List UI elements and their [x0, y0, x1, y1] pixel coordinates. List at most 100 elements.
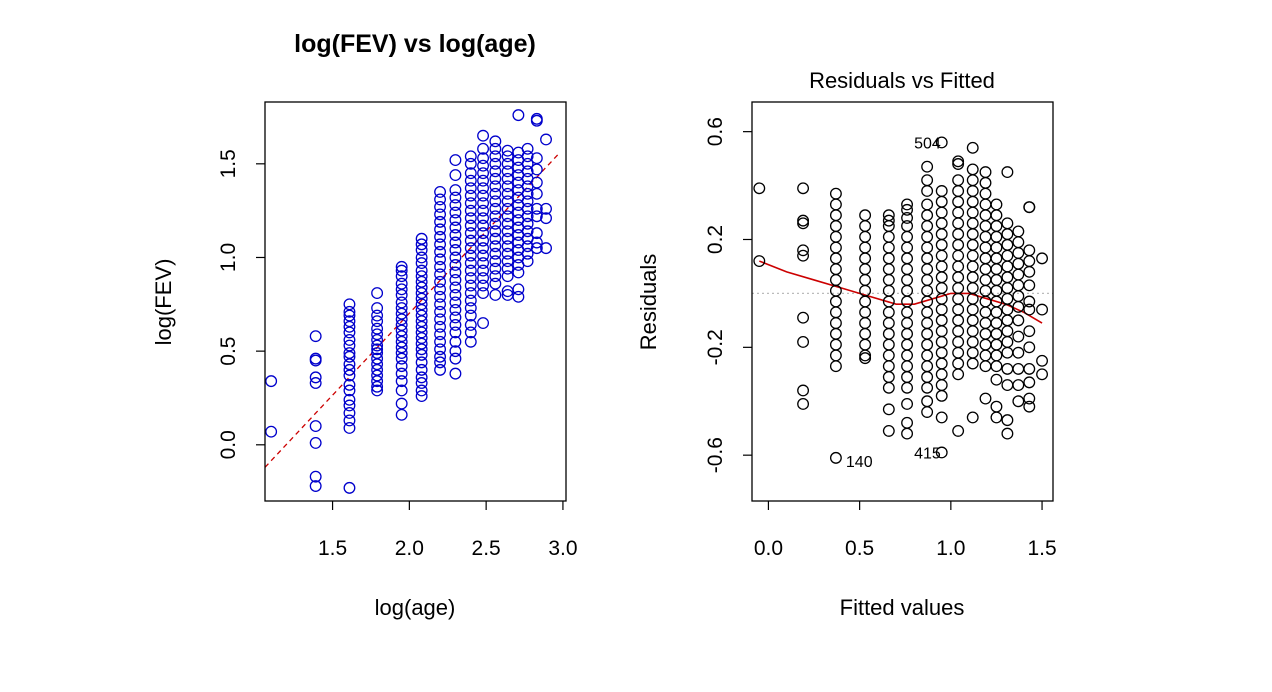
data-point [464, 234, 477, 247]
left-x-label: log(age) [375, 595, 456, 620]
data-point [464, 272, 477, 285]
data-point [434, 253, 447, 266]
data-point [797, 311, 810, 324]
data-point [371, 302, 384, 315]
data-point [859, 306, 872, 319]
data-point [395, 352, 408, 365]
data-point [966, 346, 979, 359]
data-point [1036, 303, 1049, 316]
data-point [489, 135, 502, 148]
data-point [489, 255, 502, 268]
data-point [990, 252, 1003, 265]
data-point [901, 241, 914, 254]
data-point [540, 212, 552, 225]
data-point [829, 230, 842, 243]
data-point [449, 214, 462, 226]
data-point [501, 165, 514, 178]
data-point [343, 369, 356, 382]
data-point [797, 217, 810, 230]
data-point [1001, 249, 1014, 262]
data-point [921, 406, 934, 418]
data-point [797, 182, 810, 195]
data-point [921, 252, 934, 265]
data-point [489, 232, 502, 245]
data-point [265, 375, 278, 388]
data-point [935, 195, 948, 208]
data-point [489, 172, 502, 185]
data-point [343, 399, 356, 412]
data-point [449, 352, 462, 365]
data-point [371, 309, 384, 322]
data-point [501, 262, 514, 275]
data-point [521, 142, 534, 155]
data-point [415, 390, 428, 403]
data-point [521, 187, 534, 200]
data-point [935, 357, 948, 370]
data-point [434, 238, 447, 251]
data-point [966, 325, 979, 338]
data-point [901, 416, 914, 429]
data-point [952, 195, 965, 208]
data-point [477, 174, 490, 187]
left-points [265, 109, 552, 494]
data-point [882, 214, 895, 227]
data-point [434, 185, 447, 198]
data-point [829, 209, 842, 222]
data-point [464, 189, 477, 202]
data-point [829, 349, 842, 362]
data-point [1001, 346, 1014, 359]
data-point [434, 298, 447, 311]
data-point [434, 193, 447, 206]
data-point [1023, 362, 1036, 375]
data-point [501, 232, 514, 245]
data-point [489, 270, 502, 283]
data-point [882, 241, 895, 254]
data-point [309, 354, 322, 367]
data-point [979, 220, 992, 232]
data-point [1012, 290, 1025, 303]
data-point [952, 314, 965, 327]
data-point [829, 295, 842, 308]
data-point [1023, 400, 1036, 413]
data-point [966, 314, 979, 327]
data-point [966, 249, 979, 262]
data-point [309, 470, 322, 483]
data-point [935, 136, 948, 149]
data-point [966, 282, 979, 294]
data-point [449, 266, 462, 279]
data-point [309, 480, 322, 492]
data-point [1012, 257, 1025, 270]
data-point [395, 397, 408, 410]
data-point [921, 306, 934, 319]
data-point [530, 236, 543, 249]
data-point [966, 163, 979, 176]
data-point [530, 163, 543, 176]
data-point [859, 263, 872, 276]
data-point [464, 326, 477, 339]
data-point [921, 263, 934, 276]
data-point [935, 389, 948, 402]
data-point [952, 357, 965, 370]
data-point [921, 395, 934, 408]
data-point [489, 187, 502, 200]
data-point [371, 315, 384, 328]
data-point [1012, 225, 1025, 238]
left-axes: 1.5 2.0 2.5 3.0 0.0 0.5 1.0 1.5 [217, 149, 578, 560]
right-x-tick-label: 0.0 [754, 537, 783, 560]
data-point [966, 357, 979, 370]
data-point [979, 187, 992, 200]
data-point [415, 363, 428, 376]
data-point [415, 343, 428, 356]
data-point [935, 292, 948, 305]
data-point [921, 198, 934, 211]
data-point [343, 421, 356, 434]
data-point [434, 275, 447, 288]
data-point [921, 338, 934, 351]
data-point [501, 240, 514, 253]
data-point [901, 284, 914, 297]
data-point [952, 185, 965, 197]
data-point [990, 373, 1003, 386]
data-point [477, 142, 490, 155]
data-point [521, 195, 534, 208]
data-point [979, 327, 992, 340]
